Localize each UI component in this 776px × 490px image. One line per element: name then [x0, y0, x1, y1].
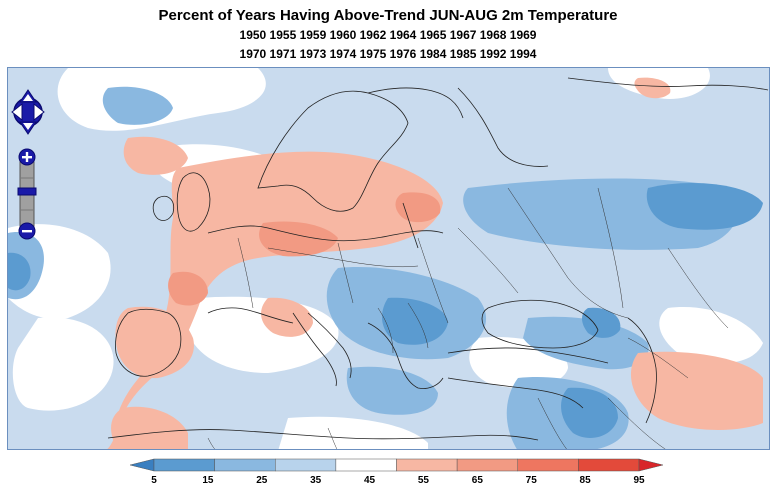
turkey-north-coast	[447, 347, 609, 364]
region-red-western-europe	[107, 151, 443, 449]
italy-west-coast	[292, 312, 337, 387]
legend-swatch-85	[578, 458, 640, 472]
region-deepblue-levant	[561, 387, 618, 438]
region-midred-france	[168, 271, 208, 306]
turkey-south-coast	[447, 377, 584, 409]
region-blue-north-atlantic	[102, 86, 173, 125]
region-deepblue-atlantic	[8, 252, 31, 291]
north-africa-coast	[107, 429, 539, 441]
border-germany-poland	[337, 242, 354, 304]
region-white-east	[659, 307, 763, 364]
region-white-atlantic	[12, 317, 114, 411]
pan-arrows-icon[interactable]	[10, 88, 46, 136]
border-central-asia-1	[667, 247, 729, 329]
region-red-alps	[261, 297, 313, 337]
ireland-outline	[152, 196, 175, 221]
color-legend: 5 15 25 35 45 55 65 75 85 95	[129, 457, 664, 490]
legend-swatch-65	[456, 458, 518, 472]
legend-swatch-15	[153, 458, 215, 472]
caspian-west-coast	[627, 317, 657, 424]
legend-label: 95	[633, 475, 645, 486]
border-iran	[607, 397, 666, 449]
region-blue-mediterranean	[346, 366, 438, 415]
legend-label: 75	[525, 475, 537, 486]
country-borders	[207, 187, 729, 449]
legend-swatch-45	[335, 458, 397, 472]
region-red-north-atlantic	[123, 136, 188, 175]
zoom-control[interactable]	[16, 148, 38, 245]
years-line-2: 1970 1971 1973 1974 1975 1976 1984 1985 …	[239, 47, 537, 61]
border-balkans-2	[407, 302, 429, 349]
legend-label: 25	[256, 475, 268, 486]
years-line-1: 1950 1955 1959 1960 1962 1964 1965 1967 …	[239, 28, 537, 42]
south-france-coast	[207, 307, 294, 324]
map-canvas	[8, 68, 769, 449]
border-kazakhstan	[597, 187, 624, 309]
border-russia-ukraine	[457, 227, 519, 294]
legend-swatch-55	[396, 458, 458, 472]
zoom-out-button[interactable]	[18, 222, 36, 240]
zoom-slider-handle[interactable]	[17, 187, 37, 196]
map-title: Percent of Years Having Above-Trend JUN-…	[158, 7, 618, 24]
arctic-coast	[567, 77, 769, 91]
region-deepblue-ne	[646, 183, 763, 230]
legend-label: 35	[310, 475, 322, 486]
pan-control[interactable]	[10, 88, 46, 141]
border-libya	[327, 427, 338, 449]
region-midred-germany	[259, 221, 338, 257]
map-view[interactable]	[7, 67, 770, 450]
minus-icon	[22, 230, 32, 233]
legend-swatch-95	[638, 458, 664, 472]
italy-east-coast	[307, 312, 352, 379]
scandinavia-outline	[257, 90, 409, 212]
white-sea-coast	[457, 87, 549, 167]
legend-swatch-5	[129, 458, 155, 472]
great-britain-outline	[176, 172, 211, 232]
finland-coast	[367, 87, 464, 119]
legend-label: 45	[363, 475, 376, 486]
greece-coast	[367, 322, 444, 389]
border-syria-iraq	[537, 397, 567, 449]
border-ukraine-west	[417, 237, 449, 324]
legend-label: 5	[151, 475, 157, 486]
legend-label: 65	[471, 475, 483, 486]
border-central-east	[267, 247, 419, 268]
legend-swatch-75	[517, 458, 579, 472]
region-white-africa	[278, 416, 428, 449]
baltic-east-coast	[402, 202, 419, 249]
legend-label: 55	[417, 475, 429, 486]
coastlines	[107, 77, 769, 441]
border-algeria	[207, 437, 216, 449]
region-deepblue-balkans	[382, 297, 448, 345]
legend-label: 85	[579, 475, 591, 486]
legend-colorbar	[129, 458, 664, 472]
zoom-bar	[17, 148, 37, 240]
border-balkans-1	[377, 307, 394, 354]
region-deepblue-caucasus	[582, 307, 621, 338]
black-sea-outline	[481, 299, 599, 349]
border-caucasus	[627, 337, 689, 379]
region-red-arctic	[634, 77, 671, 99]
legend-label: 15	[202, 475, 214, 486]
zoom-in-button[interactable]	[18, 148, 36, 166]
border-russia-south	[507, 187, 629, 319]
border-france-germany	[237, 237, 254, 309]
pan-right-button[interactable]	[33, 102, 45, 122]
region-red-morocco	[111, 406, 188, 449]
iberia-outline	[115, 308, 182, 377]
legend-swatch-25	[214, 458, 276, 472]
north-coast	[207, 225, 444, 242]
legend-swatch-35	[275, 458, 337, 472]
region-red-east	[630, 351, 763, 430]
pan-left-button[interactable]	[11, 102, 23, 122]
